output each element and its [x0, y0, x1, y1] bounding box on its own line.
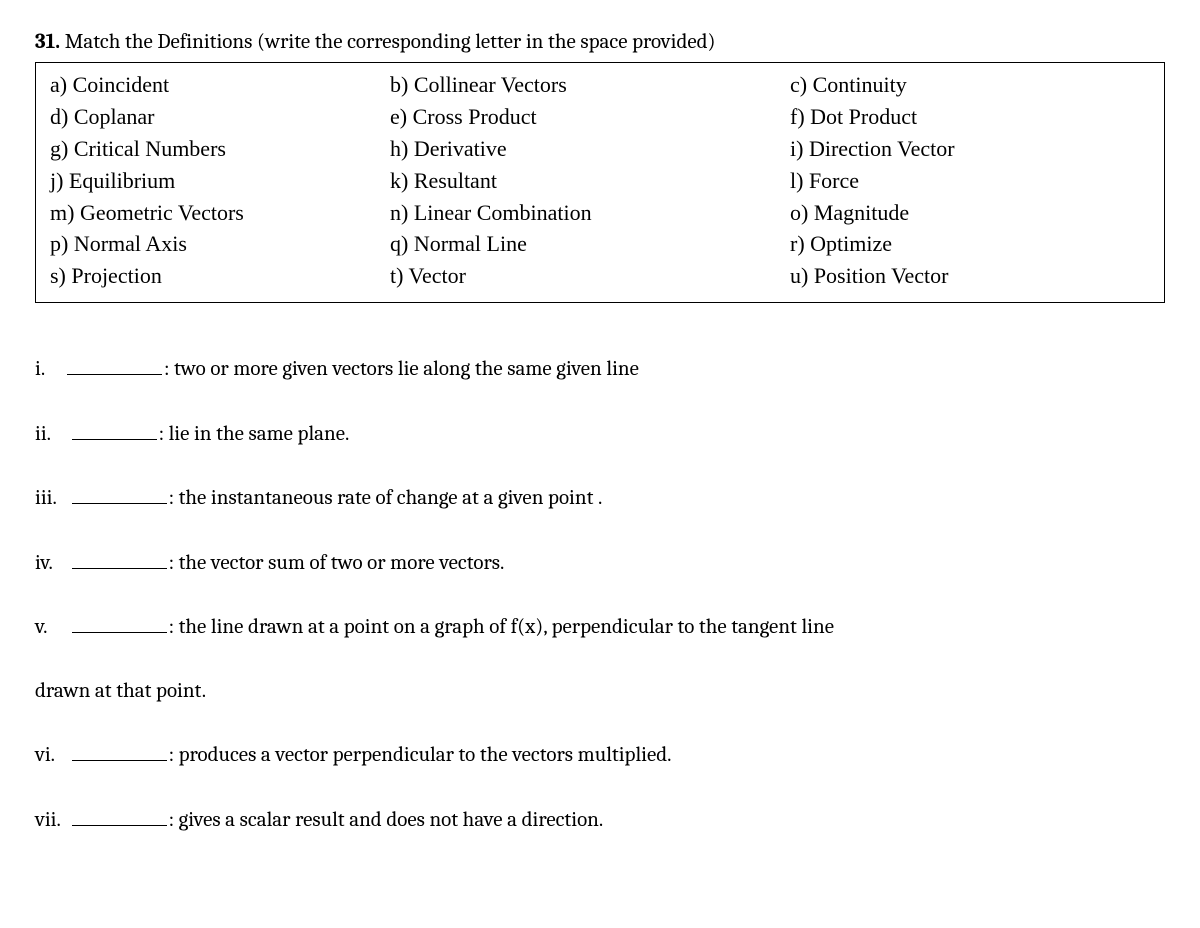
roman-numeral: iv.: [35, 548, 65, 580]
term-row: p) Normal Axis q) Normal Line r) Optimiz…: [50, 228, 1150, 260]
question-number: 31.: [35, 30, 60, 54]
term-cell: k) Resultant: [390, 165, 790, 197]
answer-blank[interactable]: [72, 547, 167, 569]
terms-box: a) Coincident b) Collinear Vectors c) Co…: [35, 62, 1165, 303]
term-row: d) Coplanar e) Cross Product f) Dot Prod…: [50, 101, 1150, 133]
term-cell: j) Equilibrium: [50, 165, 390, 197]
term-row: j) Equilibrium k) Resultant l) Force: [50, 165, 1150, 197]
definition-text: : two or more given vectors lie along th…: [164, 357, 639, 381]
definition-item: iii. : the instantaneous rate of change …: [35, 482, 1165, 515]
term-row: s) Projection t) Vector u) Position Vect…: [50, 260, 1150, 292]
answer-blank[interactable]: [67, 353, 162, 375]
term-cell: d) Coplanar: [50, 101, 390, 133]
definition-item: ii. : lie in the same plane.: [35, 418, 1165, 451]
roman-numeral: i.: [35, 354, 65, 386]
term-cell: m) Geometric Vectors: [50, 197, 390, 229]
term-row: a) Coincident b) Collinear Vectors c) Co…: [50, 69, 1150, 101]
term-cell: p) Normal Axis: [50, 228, 390, 260]
term-cell: a) Coincident: [50, 69, 390, 101]
definition-text: : lie in the same plane.: [159, 422, 350, 446]
term-cell: s) Projection: [50, 260, 390, 292]
roman-numeral: v.: [35, 612, 65, 644]
question-title: 31. Match the Definitions (write the cor…: [35, 30, 1165, 54]
definition-item: iv. : the vector sum of two or more vect…: [35, 547, 1165, 580]
answer-blank[interactable]: [72, 739, 167, 761]
answer-blank[interactable]: [72, 804, 167, 826]
term-cell: l) Force: [790, 165, 1150, 197]
term-row: m) Geometric Vectors n) Linear Combinati…: [50, 197, 1150, 229]
definition-item: i. : two or more given vectors lie along …: [35, 353, 1165, 386]
term-cell: r) Optimize: [790, 228, 1150, 260]
roman-numeral: vii.: [35, 805, 65, 837]
definitions-list: i. : two or more given vectors lie along …: [35, 353, 1165, 836]
answer-blank[interactable]: [72, 611, 167, 633]
term-cell: c) Continuity: [790, 69, 1150, 101]
term-cell: g) Critical Numbers: [50, 133, 390, 165]
term-cell: o) Magnitude: [790, 197, 1150, 229]
question-prompt: Match the Definitions (write the corresp…: [65, 30, 716, 54]
definition-text: : gives a scalar result and does not hav…: [169, 808, 604, 832]
definition-text: : the line drawn at a point on a graph o…: [169, 615, 834, 639]
term-cell: i) Direction Vector: [790, 133, 1150, 165]
answer-blank[interactable]: [72, 482, 167, 504]
term-cell: e) Cross Product: [390, 101, 790, 133]
term-cell: t) Vector: [390, 260, 790, 292]
definition-item: vi. : produces a vector perpendicular to…: [35, 739, 1165, 772]
definition-text: : the instantaneous rate of change at a …: [169, 486, 603, 510]
roman-numeral: vi.: [35, 740, 65, 772]
term-cell: b) Collinear Vectors: [390, 69, 790, 101]
roman-numeral: iii.: [35, 483, 65, 515]
answer-blank[interactable]: [72, 418, 157, 440]
definition-text: : the vector sum of two or more vectors.: [169, 551, 505, 575]
definition-continuation: drawn at that point.: [35, 676, 1165, 708]
term-cell: f) Dot Product: [790, 101, 1150, 133]
term-cell: n) Linear Combination: [390, 197, 790, 229]
term-cell: u) Position Vector: [790, 260, 1150, 292]
definition-item: vii. : gives a scalar result and does no…: [35, 804, 1165, 837]
definition-text: : produces a vector perpendicular to the…: [169, 743, 672, 767]
term-row: g) Critical Numbers h) Derivative i) Dir…: [50, 133, 1150, 165]
term-cell: h) Derivative: [390, 133, 790, 165]
roman-numeral: ii.: [35, 419, 65, 451]
definition-item: v. : the line drawn at a point on a grap…: [35, 611, 1165, 644]
term-cell: q) Normal Line: [390, 228, 790, 260]
